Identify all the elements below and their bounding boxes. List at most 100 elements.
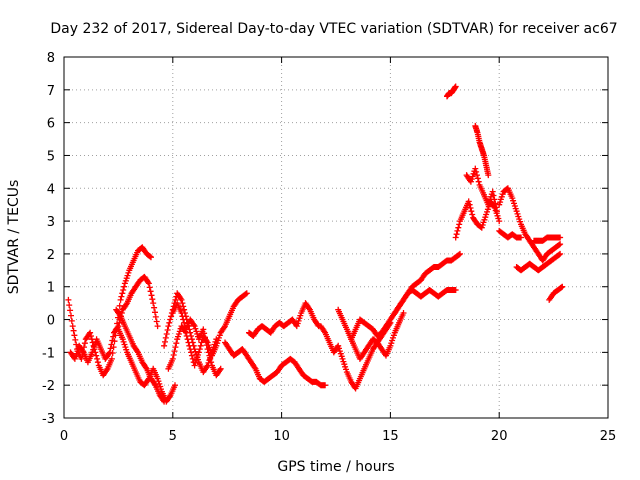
series-arc-D: [113, 306, 168, 405]
data-point: [221, 324, 228, 331]
data-point: [89, 349, 96, 356]
data-point: [165, 323, 172, 330]
data-point: [108, 341, 115, 348]
chart-title: Day 232 of 2017, Sidereal Day-to-day VTE…: [50, 21, 617, 37]
data-point: [185, 339, 192, 346]
data-point: [466, 201, 473, 208]
data-point: [518, 234, 524, 241]
data-point: [173, 340, 180, 347]
data-point: [142, 364, 149, 371]
data-point: [79, 348, 86, 355]
data-point: [171, 348, 178, 355]
data-point: [217, 365, 224, 372]
data-point: [510, 197, 517, 204]
data-point: [497, 199, 504, 206]
x-axis: 0 5 10 15 20 25: [60, 57, 616, 444]
series-arc-C: [115, 326, 178, 405]
data-point: [87, 329, 94, 336]
data-point: [188, 352, 195, 359]
data-point: [189, 355, 196, 362]
data-point: [164, 327, 171, 333]
data-point: [153, 318, 160, 325]
data-point: [124, 272, 131, 279]
data-point: [490, 192, 497, 199]
y-tick-label: 1: [47, 281, 55, 296]
data-point: [474, 172, 480, 179]
data-point: [456, 221, 463, 228]
data-point: [68, 312, 74, 319]
data-point: [145, 280, 152, 287]
data-point: [93, 352, 100, 359]
x-tick-label: 20: [491, 429, 508, 444]
series-arc-V: [546, 283, 566, 303]
data-point: [469, 211, 476, 218]
y-tick-label: -3: [42, 412, 55, 427]
data-point: [68, 317, 75, 324]
data-point: [123, 346, 130, 353]
data-point: [88, 333, 94, 339]
data-point: [73, 341, 80, 348]
data-point: [172, 382, 178, 389]
data-point: [94, 355, 101, 362]
data-point: [207, 355, 214, 362]
data-point: [149, 296, 156, 303]
data-point: [147, 288, 154, 295]
data-point: [123, 301, 130, 308]
data-point: [150, 300, 157, 307]
data-point: [178, 310, 185, 316]
data-point: [162, 334, 169, 341]
data-point: [494, 208, 500, 215]
data-point: [152, 309, 158, 316]
data-point: [322, 382, 329, 389]
data-point: [81, 340, 88, 347]
data-point: [161, 398, 168, 405]
series-arc-G: [169, 300, 224, 379]
x-axis-label: GPS time / hours: [277, 459, 394, 475]
data-point: [170, 352, 177, 358]
data-point: [492, 200, 499, 207]
data-point: [172, 296, 179, 303]
data-point: [180, 303, 187, 310]
data-point: [66, 302, 73, 309]
data-point: [452, 287, 459, 293]
data-point: [187, 346, 194, 353]
data-point: [70, 327, 77, 334]
data-point: [452, 83, 459, 90]
data-point: [388, 340, 395, 347]
y-tick-label: 7: [47, 84, 55, 99]
y-tick-label: 6: [47, 117, 55, 132]
y-axis-label: SDTVAR / TECUs: [6, 180, 22, 295]
data-point: [469, 173, 476, 180]
x-tick-label: 15: [382, 429, 399, 444]
data-point: [467, 205, 474, 211]
data-point: [321, 328, 328, 335]
data-point: [69, 323, 76, 330]
series-arc-P: [463, 165, 500, 215]
series-arc-O: [452, 198, 503, 241]
data-point: [117, 296, 124, 303]
series-arc-Q: [472, 122, 492, 179]
data-point: [106, 349, 113, 356]
series-arc-R: [496, 185, 564, 264]
data-point: [559, 283, 566, 290]
y-axis: -3 -2 -1 0 1 2 3 4 5 6 7 8: [42, 51, 608, 427]
data-point: [474, 175, 481, 182]
series-arc-I: [246, 300, 322, 339]
data-point: [155, 378, 162, 385]
data-point: [475, 178, 482, 185]
data-point: [208, 359, 215, 366]
data-point: [306, 305, 312, 312]
data-point: [183, 333, 190, 339]
data-point: [110, 333, 117, 340]
data-point: [147, 253, 154, 260]
series-arc-T: [513, 250, 564, 274]
series-arc-S: [496, 227, 524, 241]
data-point: [192, 359, 199, 366]
data-point: [181, 319, 188, 326]
data-point: [134, 348, 141, 355]
data-point: [167, 316, 174, 323]
series-arc-U: [531, 234, 564, 244]
y-tick-label: -2: [42, 379, 55, 394]
series-arc-B: [67, 273, 161, 366]
